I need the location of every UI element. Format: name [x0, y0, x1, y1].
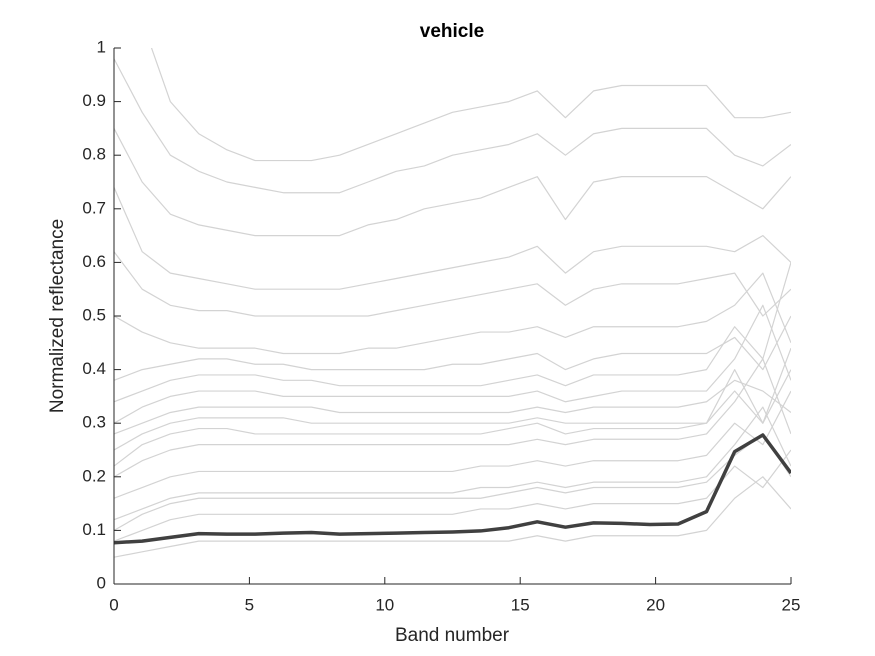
- y-tick-label: 0.9: [82, 91, 106, 110]
- x-axis-label: Band number: [395, 625, 510, 646]
- y-tick-label: 0.1: [82, 520, 106, 539]
- chart-title: vehicle: [420, 21, 484, 42]
- data-line: [114, 128, 791, 237]
- y-tick-label: 0.2: [82, 466, 106, 485]
- data-line: [114, 390, 791, 499]
- x-tick-label: 10: [375, 595, 394, 614]
- data-line: [114, 251, 791, 317]
- data-line: [114, 315, 791, 381]
- data-line: [114, 449, 791, 542]
- x-tick-label: 25: [782, 595, 801, 614]
- data-line: [114, 379, 791, 435]
- data-line: [114, 358, 791, 478]
- y-tick-label: 0.4: [82, 359, 106, 378]
- data-line: [114, 476, 791, 558]
- data-line: [114, 262, 791, 403]
- data-line: [114, 433, 791, 531]
- y-tick-label: 0.7: [82, 198, 106, 217]
- y-axis-label: Normalized reflectance: [47, 219, 68, 413]
- x-tick-label: 20: [646, 595, 665, 614]
- y-tick-label: 0.8: [82, 145, 106, 164]
- data-line: [114, 58, 791, 194]
- plot-area: [114, 48, 791, 558]
- data-line: [114, 304, 791, 424]
- data-line: [114, 272, 791, 355]
- y-tick-label: 0: [97, 573, 106, 592]
- data-line: [114, 433, 791, 545]
- x-tick-label: 0: [109, 595, 118, 614]
- data-line: [114, 187, 791, 290]
- data-line: [114, 347, 791, 451]
- data-line: [150, 48, 791, 162]
- y-tick-label: 0.5: [82, 305, 106, 324]
- y-tick-label: 1: [97, 37, 106, 56]
- data-line: [114, 406, 791, 521]
- data-line: [114, 369, 791, 467]
- x-tick-label: 5: [245, 595, 254, 614]
- y-tick-label: 0.3: [82, 413, 106, 432]
- y-tick-label: 0.6: [82, 252, 106, 271]
- x-tick-label: 15: [511, 595, 530, 614]
